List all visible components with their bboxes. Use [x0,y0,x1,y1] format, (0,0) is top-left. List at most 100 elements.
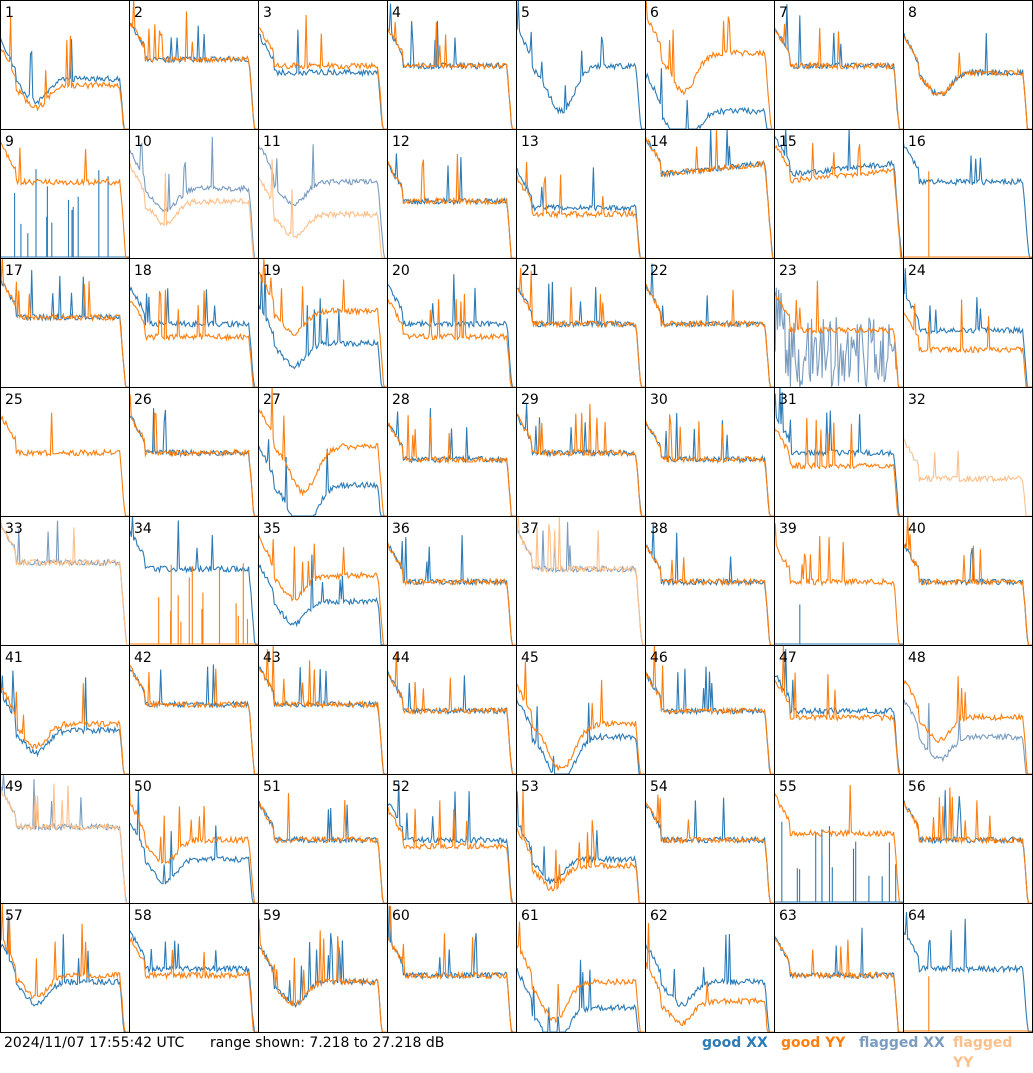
series-yy-line [517,921,645,1032]
series-xx-line [517,1,645,129]
panel-2: 2 [129,0,259,130]
panel-48: 48 [903,645,1033,775]
panel-17: 17 [0,258,130,388]
series-yy-line [517,789,645,903]
panel-frame [774,129,904,259]
panel-3: 3 [258,0,388,130]
series-xx-line [517,167,645,258]
panel-4: 4 [387,0,517,130]
panel-label: 25 [5,392,23,408]
series-xx-line [904,143,1032,258]
series-yy-line [646,923,774,1032]
series-yy-line [646,414,774,516]
series-yy-line [130,785,258,903]
series-yy-line [388,651,516,774]
series-yy-line [1,142,129,258]
series-xx-line [1,916,129,1032]
panel-label: 51 [263,779,281,795]
panel-frame [516,129,646,259]
panel-23: 23 [774,258,904,388]
series-yy-line [388,542,516,645]
panel-label: 61 [521,908,539,924]
series-xx-line [130,136,258,258]
panel-label: 20 [392,263,410,279]
panel-51: 51 [258,774,388,904]
series-yy-line [775,523,903,645]
series-yy-line [775,142,903,258]
panel-36: 36 [387,516,517,646]
series-xx-line [130,790,258,903]
panel-label: 22 [650,263,668,279]
series-yy-line [775,784,903,903]
panel-label: 50 [134,779,152,795]
panel-59: 59 [258,903,388,1033]
series-yy-line [259,388,387,516]
panel-label: 26 [134,392,152,408]
series-yy-line [259,159,387,258]
panel-15: 15 [774,129,904,259]
series-yy-line [1,904,129,1032]
panel-63: 63 [774,903,904,1033]
series-yy-line [388,21,516,129]
panel-20: 20 [387,258,517,388]
panel-1: 1 [0,0,130,130]
panel-62: 62 [645,903,775,1033]
series-yy-line [388,905,516,1032]
panel-61: 61 [516,903,646,1033]
panel-label: 31 [779,392,797,408]
panel-frame [516,645,646,775]
panel-label: 41 [5,650,23,666]
panel-label: 23 [779,263,797,279]
panel-29: 29 [516,387,646,517]
series-xx-line [1,38,129,129]
panel-46: 46 [645,645,775,775]
series-yy-line [904,34,1032,129]
series-yy-line [646,544,774,645]
series-yy-line [775,937,903,1032]
panel-frame [258,516,388,646]
panel-frame [0,774,130,904]
panel-35: 35 [258,516,388,646]
panel-49: 49 [0,774,130,904]
panel-label: 58 [134,908,152,924]
series-yy-line [904,299,1032,387]
panel-frame [903,387,1033,517]
panel-label: 28 [392,392,410,408]
footer-bar: 2024/11/07 17:55:42 UTC range shown: 7.2… [0,1033,1033,1071]
panel-32: 32 [903,387,1033,517]
panel-label: 63 [779,908,797,924]
panel-label: 40 [908,521,926,537]
panel-16: 16 [903,129,1033,259]
series-yy-line [904,676,1032,774]
panel-54: 54 [645,774,775,904]
series-xx-line [646,68,774,129]
series-yy-line [130,936,258,1032]
series-yy-line [517,517,645,645]
series-yy-line [130,1,258,129]
series-xx-line [259,439,387,516]
panel-label: 5 [521,5,530,21]
series-yy-line [130,394,258,516]
panel-label: 15 [779,134,797,150]
series-yy-line [1,412,129,516]
panel-frame [774,0,904,130]
legend-flagged-yy: flagged YY [953,1035,1013,1071]
series-xx-line [775,604,903,645]
panel-64: 64 [903,903,1033,1033]
panel-frame [903,0,1033,130]
series-yy-line [517,403,645,516]
series-yy-line [1,518,129,645]
panel-frame [903,129,1033,259]
panel-34: 34 [129,516,259,646]
panel-12: 12 [387,129,517,259]
series-xx-line [775,821,903,903]
series-xx-line [517,959,645,1032]
panel-label: 6 [650,5,659,21]
panel-label: 42 [134,650,152,666]
series-xx-line [646,522,774,645]
panel-60: 60 [387,903,517,1033]
series-yy-line [517,661,645,774]
panel-44: 44 [387,645,517,775]
panel-frame [0,258,130,388]
